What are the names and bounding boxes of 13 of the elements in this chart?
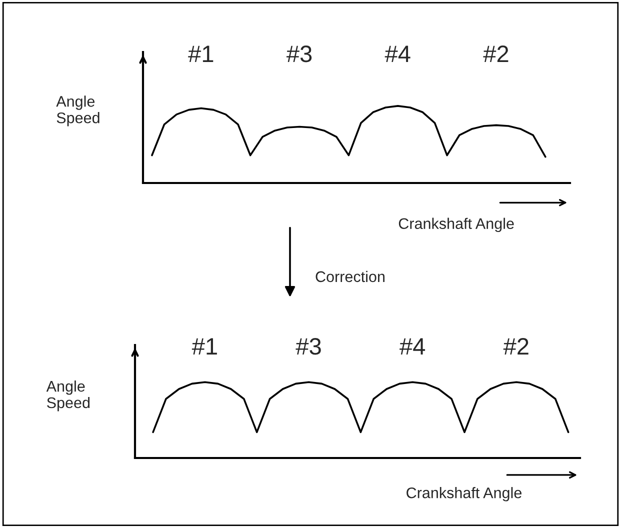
text: #4	[400, 338, 426, 354]
y-axis-title: Angle Speed	[56, 96, 100, 126]
y-axis-title: Angle Speed	[46, 380, 90, 412]
x-axis-title: Crankshaft Angle	[398, 218, 514, 232]
text: #2	[503, 338, 528, 354]
text: #1	[188, 46, 214, 62]
x-axis-title: Crankshaft Angle	[406, 487, 522, 502]
text: #4	[384, 46, 410, 62]
text: #1	[192, 338, 217, 354]
text: #2	[483, 46, 508, 62]
text: #3	[286, 46, 312, 62]
text: #3	[296, 338, 321, 355]
text: Correction	[316, 270, 384, 282]
